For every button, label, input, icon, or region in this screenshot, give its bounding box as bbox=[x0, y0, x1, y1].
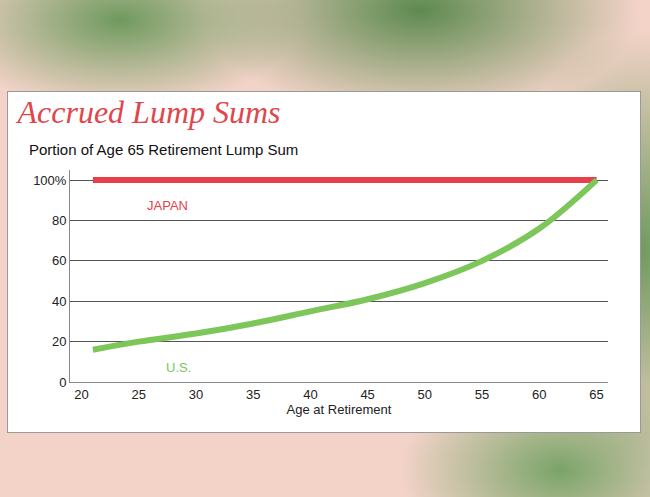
svg-text:80: 80 bbox=[52, 213, 66, 228]
svg-text:20: 20 bbox=[74, 387, 88, 402]
svg-text:Portion of Age 65 Retirement L: Portion of Age 65 Retirement Lump Sum bbox=[29, 141, 298, 158]
svg-text:40: 40 bbox=[303, 387, 317, 402]
svg-text:45: 45 bbox=[360, 387, 374, 402]
svg-text:20: 20 bbox=[52, 334, 66, 349]
svg-text:JAPAN: JAPAN bbox=[147, 198, 188, 213]
svg-text:U.S.: U.S. bbox=[166, 360, 191, 375]
svg-text:55: 55 bbox=[475, 387, 489, 402]
svg-text:40: 40 bbox=[52, 294, 66, 309]
svg-text:0: 0 bbox=[59, 375, 66, 390]
svg-text:50: 50 bbox=[418, 387, 432, 402]
svg-text:30: 30 bbox=[189, 387, 203, 402]
svg-text:Age at Retirement: Age at Retirement bbox=[287, 402, 392, 417]
svg-text:100%: 100% bbox=[33, 173, 67, 188]
svg-text:35: 35 bbox=[246, 387, 260, 402]
svg-text:25: 25 bbox=[131, 387, 145, 402]
svg-text:60: 60 bbox=[52, 253, 66, 268]
svg-text:Accrued Lump Sums: Accrued Lump Sums bbox=[15, 94, 280, 130]
svg-text:60: 60 bbox=[532, 387, 546, 402]
svg-text:65: 65 bbox=[589, 387, 603, 402]
